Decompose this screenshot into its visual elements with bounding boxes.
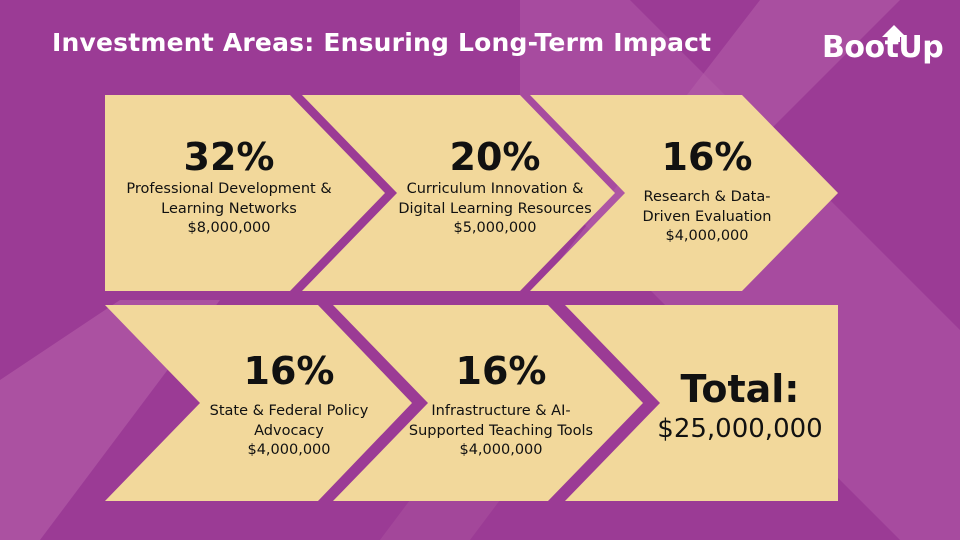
page-title: Investment Areas: Ensuring Long-Term Imp…	[52, 28, 712, 57]
chevron-5	[333, 305, 643, 501]
area-card-4: 16% State & Federal Policy Advocacy $4,0…	[192, 352, 386, 461]
area-amount: $4,000,000	[247, 442, 331, 459]
total-card: Total: $25,000,000	[645, 370, 835, 445]
area-percent: 16%	[243, 349, 335, 393]
bootup-logo: BootUp	[822, 18, 944, 68]
area-label: Research & Data-Driven Evaluation	[642, 189, 772, 225]
total-label: Total:	[680, 367, 800, 411]
area-card-5: 16% Infrastructure & AI-Supported Teachi…	[402, 352, 600, 461]
area-percent: 20%	[449, 135, 541, 179]
area-label: State & Federal Policy Advocacy	[209, 403, 369, 439]
area-card-3: 16% Research & Data-Driven Evaluation $4…	[607, 138, 807, 247]
total-box	[565, 305, 838, 501]
chevron-1	[105, 95, 385, 291]
area-amount: $4,000,000	[459, 442, 543, 459]
area-amount: $8,000,000	[187, 220, 271, 237]
area-amount: $5,000,000	[453, 220, 537, 237]
area-amount: $4,000,000	[665, 228, 749, 245]
area-percent: 16%	[661, 135, 753, 179]
logo-arrow-icon	[882, 25, 906, 42]
area-percent: 16%	[455, 349, 547, 393]
area-label: Curriculum Innovation & Digital Learning…	[398, 181, 592, 217]
area-card-2: 20% Curriculum Innovation & Digital Lear…	[395, 138, 595, 239]
area-card-1: 32% Professional Development & Learning …	[105, 138, 353, 239]
area-label: Professional Development & Learning Netw…	[126, 181, 332, 217]
total-amount: $25,000,000	[657, 414, 823, 444]
chevron-2	[302, 95, 615, 291]
area-label: Infrastructure & AI-Supported Teaching T…	[408, 403, 594, 439]
chevron-3	[530, 95, 838, 291]
chevron-4	[105, 305, 412, 501]
logo-text: BootUp	[822, 30, 944, 65]
area-percent: 32%	[183, 135, 275, 179]
